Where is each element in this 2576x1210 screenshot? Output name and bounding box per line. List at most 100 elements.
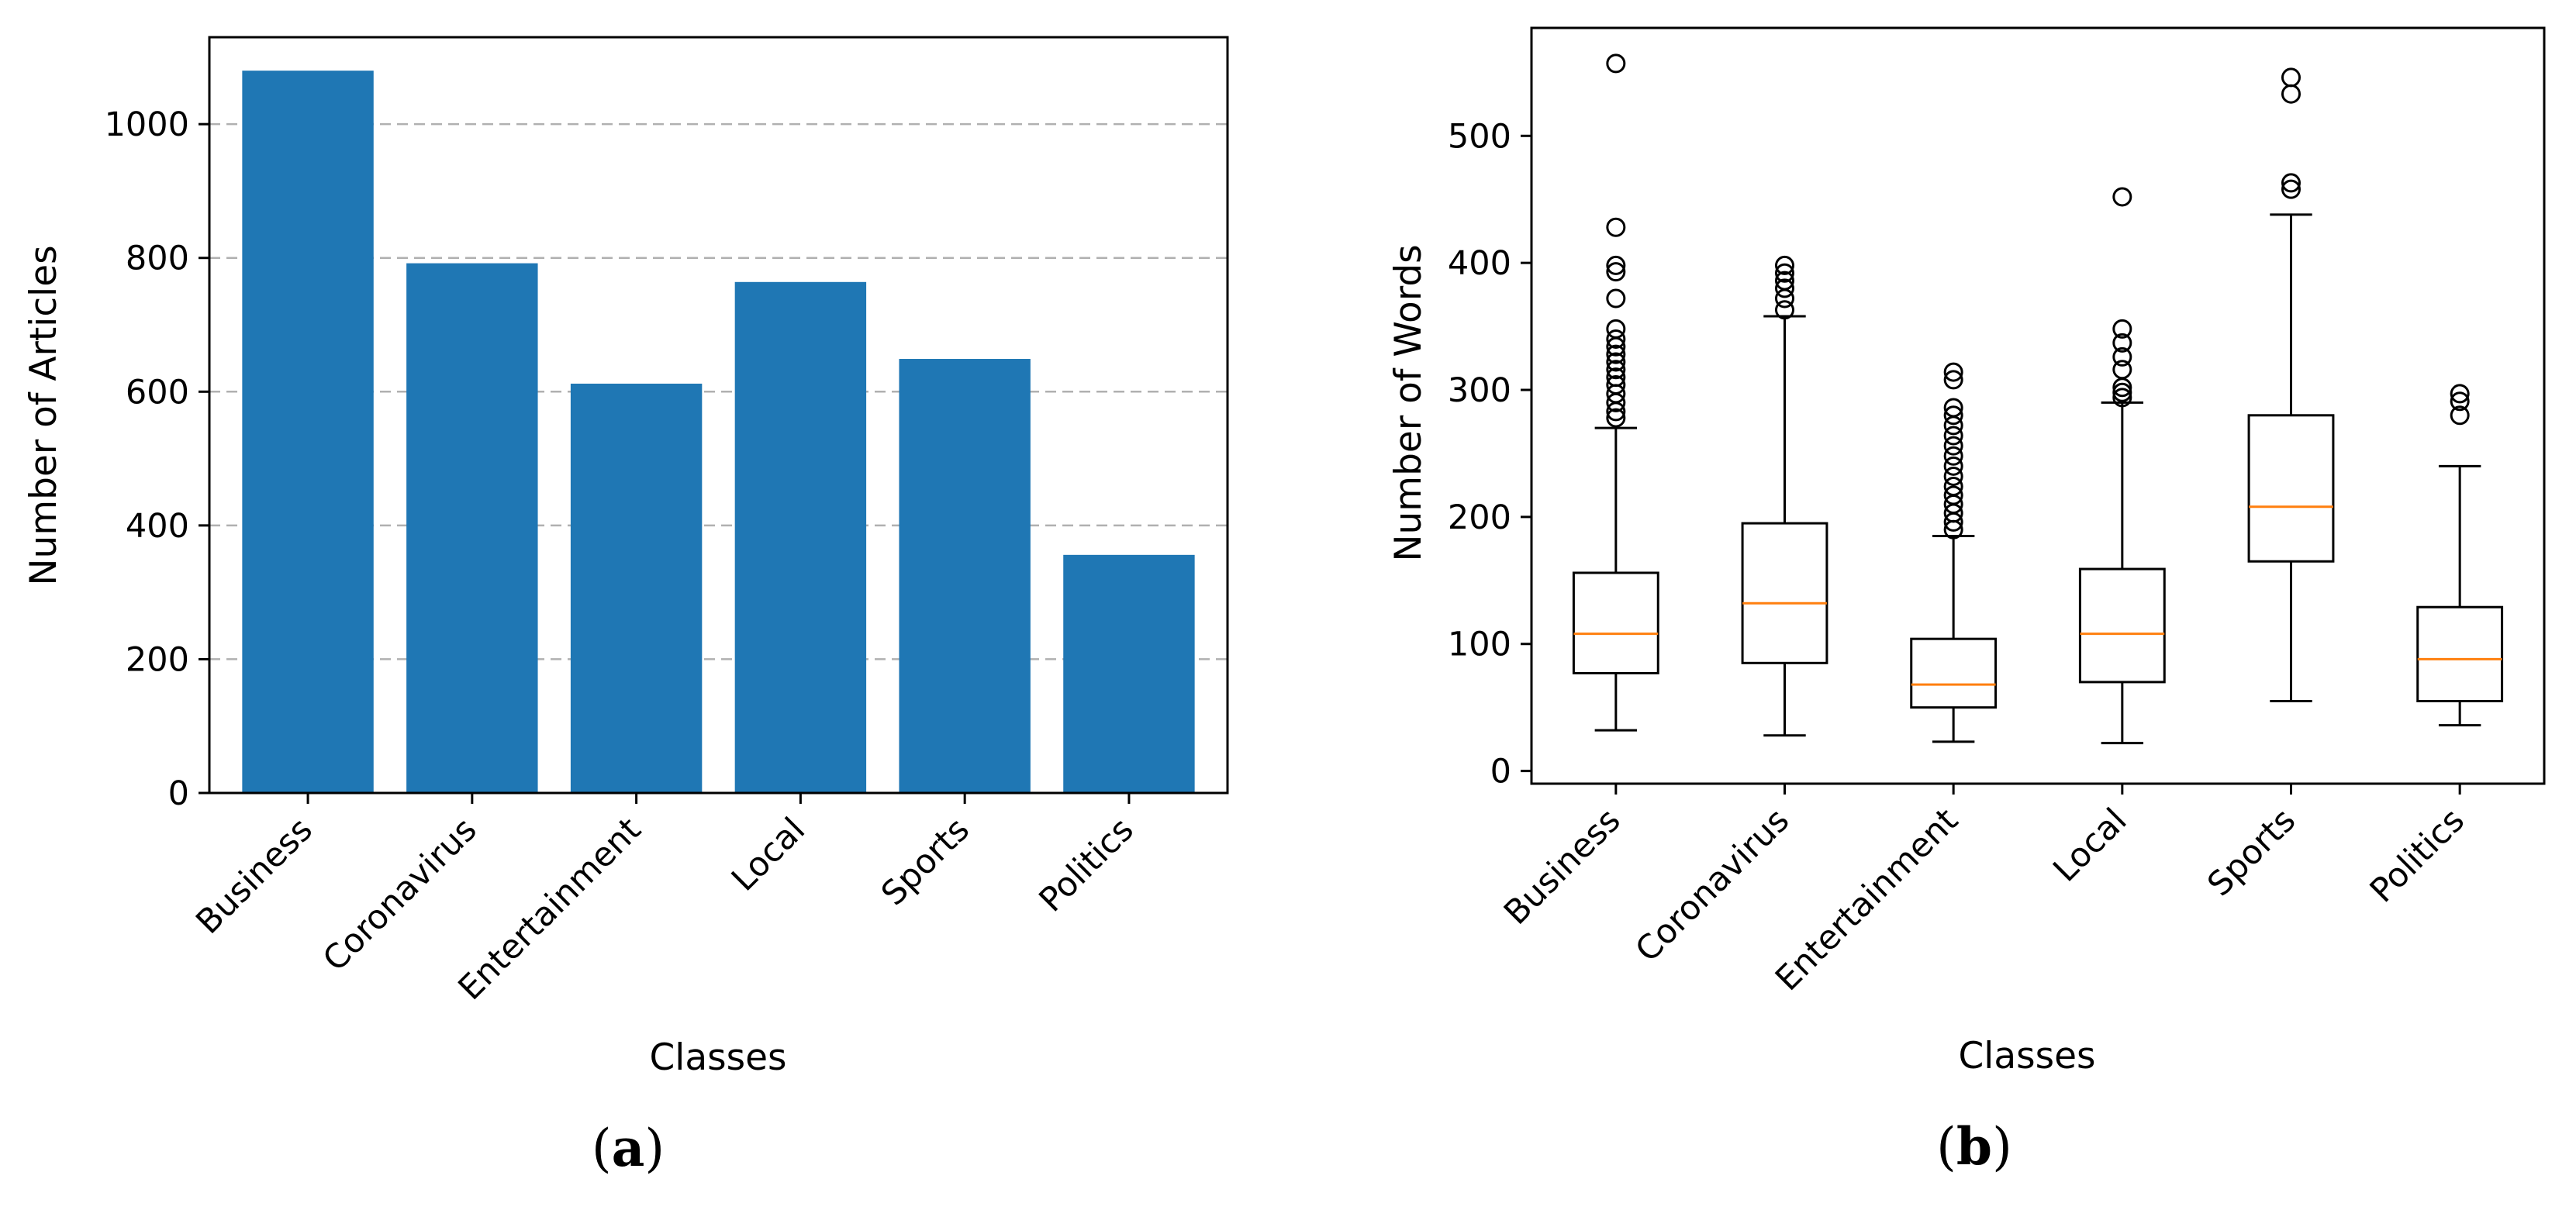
bar-chart-bars	[242, 71, 1195, 794]
outlier-point	[1943, 477, 1963, 497]
iqr-box	[2247, 414, 2335, 563]
iqr-box	[2416, 605, 2504, 702]
outlier-point	[1606, 360, 1626, 380]
iqr-box	[2078, 567, 2166, 684]
outlier-point	[2281, 173, 2301, 193]
bar-chart-x-tick-label: Business	[188, 810, 319, 941]
bar-chart-y-axis-title: Number of Articles	[22, 245, 65, 585]
box-plot-y-tick-label: 100	[1448, 626, 1511, 664]
outlier-point	[2281, 179, 2301, 199]
bar-chart-y-tick-label: 800	[126, 240, 189, 278]
box-plot-y-tick-label: 300	[1448, 371, 1511, 410]
bar-local	[734, 281, 867, 793]
outlier-point	[1606, 217, 1626, 237]
outlier-point	[1943, 398, 1963, 418]
box-coronavirus	[1741, 255, 1828, 737]
box-business	[1572, 53, 1659, 732]
outlier-point	[2112, 333, 2132, 353]
outlier-point	[1606, 329, 1626, 349]
panel-b-caption: (b)	[1936, 1116, 2012, 1177]
box-sports	[2247, 67, 2335, 702]
outlier-point	[2281, 67, 2301, 88]
outlier-point	[1606, 319, 1626, 339]
box-plot-y-tick-label: 500	[1448, 117, 1511, 156]
outlier-point	[2112, 360, 2132, 380]
outlier-point	[1943, 415, 1963, 436]
bar-chart-y-tick-label: 1000	[105, 105, 189, 144]
outlier-point	[1606, 367, 1626, 388]
outlier-point	[1775, 263, 1794, 283]
bar-chart-y-ticks: 0 200 400 600 800 1000	[105, 105, 209, 813]
bar-chart-y-tick-label: 600	[126, 373, 189, 412]
outlier-point	[1775, 278, 1794, 298]
bar-chart-x-tick-label: Coronavirus	[316, 810, 485, 979]
outlier-point	[1943, 446, 1963, 466]
outlier-point	[2112, 388, 2132, 408]
bar-chart-frame	[208, 36, 1229, 795]
outlier-point	[1775, 271, 1794, 291]
outlier-point	[1606, 262, 1626, 282]
iqr-box	[1572, 571, 1659, 674]
box-plot-x-tick-label: Business	[1497, 801, 1628, 932]
bar-business	[242, 71, 374, 793]
outlier-point	[2112, 382, 2132, 402]
outlier-point	[1943, 456, 1963, 476]
outlier-point	[2450, 391, 2470, 412]
outlier-point	[1943, 362, 1963, 382]
bar-coronavirus	[406, 263, 538, 793]
box-plot-x-tick-label: Entertainment	[1768, 801, 1966, 998]
bar-chart-x-tick-label: Sports	[874, 810, 977, 913]
outlier-point	[1606, 53, 1626, 74]
iqr-box	[1910, 637, 1998, 709]
outlier-point	[1606, 352, 1626, 372]
box-plot-x-tick-label: Coronavirus	[1628, 801, 1797, 970]
outlier-point	[1943, 426, 1963, 446]
outlier-point	[1775, 255, 1794, 275]
outlier-point	[1606, 255, 1626, 275]
box-plot-x-tick-label: Sports	[2200, 801, 2303, 904]
bar-chart-y-tick-label: 200	[126, 640, 189, 679]
bar-chart-y-tick-label: 400	[126, 507, 189, 546]
bar-chart-x-tick-label: Local	[724, 810, 813, 898]
bar-entertainment	[570, 383, 703, 793]
box-politics	[2416, 384, 2504, 727]
box-plot-panel: 0 100 200 300 400 500 Business CoronavirusEnte…	[1387, 26, 2546, 1177]
outlier-point	[1606, 374, 1626, 395]
box-local	[2078, 187, 2166, 745]
box-entertainment	[1910, 362, 1998, 743]
box-plot-boxes	[1572, 53, 2504, 745]
box-plot-y-axis-title: Number of Words	[1387, 244, 1430, 561]
bar-chart-x-axis-title: Classes	[649, 1036, 786, 1079]
bar-chart-panel: 0 200 400 600 800 1000 BusinessCoronavirusEnt…	[22, 36, 1229, 1178]
box-plot-frame	[1530, 26, 2546, 785]
bar-politics	[1063, 554, 1195, 793]
outlier-point	[1606, 344, 1626, 364]
bar-sports	[899, 359, 1031, 794]
box-plot-y-tick-label: 400	[1448, 244, 1511, 283]
outlier-point	[1943, 466, 1963, 486]
panel-a-caption: (a)	[592, 1118, 665, 1178]
box-plot-y-ticks: 0 100 200 300 400 500	[1448, 117, 1531, 791]
outlier-point	[1943, 370, 1963, 390]
outlier-point	[1943, 405, 1963, 426]
box-plot-x-axis-title: Classes	[1958, 1035, 2095, 1077]
outlier-point	[2450, 384, 2470, 404]
outlier-point	[2281, 84, 2301, 104]
outlier-point	[1775, 300, 1794, 320]
outlier-point	[2112, 187, 2132, 207]
outlier-point	[1943, 485, 1963, 505]
box-plot-y-tick-label: 0	[1490, 753, 1511, 791]
outlier-point	[1606, 288, 1626, 309]
outlier-point	[1775, 288, 1794, 309]
outlier-point	[1943, 436, 1963, 456]
outlier-point	[2450, 405, 2470, 426]
bar-chart-y-tick-label: 0	[168, 774, 189, 813]
box-plot-y-tick-label: 200	[1448, 498, 1511, 537]
outlier-point	[2112, 346, 2132, 367]
bar-chart-x-tick-label: Politics	[1032, 810, 1141, 919]
outlier-point	[1606, 408, 1626, 428]
box-plot-x-tick-label: Local	[2046, 801, 2134, 889]
